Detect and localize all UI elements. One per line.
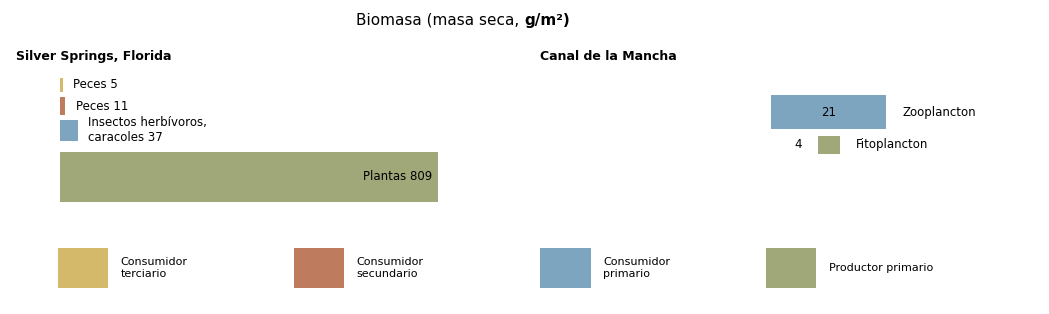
Text: 4: 4 bbox=[794, 138, 802, 151]
Text: Consumidor
secundario: Consumidor secundario bbox=[357, 257, 424, 279]
Bar bbox=[61, 78, 63, 92]
Text: Peces 5: Peces 5 bbox=[73, 78, 117, 91]
Bar bbox=[61, 97, 65, 115]
Text: Productor primario: Productor primario bbox=[829, 263, 933, 273]
Bar bbox=[818, 136, 839, 154]
Bar bbox=[58, 248, 108, 288]
Text: Peces 11: Peces 11 bbox=[76, 100, 128, 113]
Bar bbox=[61, 152, 438, 202]
Text: Insectos herbívoros,
caracoles 37: Insectos herbívoros, caracoles 37 bbox=[88, 116, 207, 144]
Text: 21: 21 bbox=[821, 106, 836, 119]
Bar bbox=[294, 248, 344, 288]
Text: Fitoplancton: Fitoplancton bbox=[855, 138, 927, 151]
Bar bbox=[771, 95, 886, 129]
Bar bbox=[61, 120, 78, 141]
Text: Silver Springs, Florida: Silver Springs, Florida bbox=[16, 50, 171, 63]
Text: Plantas 809: Plantas 809 bbox=[363, 170, 432, 183]
Text: Consumidor
terciario: Consumidor terciario bbox=[121, 257, 188, 279]
Text: Canal de la Mancha: Canal de la Mancha bbox=[540, 50, 677, 63]
Text: Biomasa (masa seca,: Biomasa (masa seca, bbox=[357, 13, 524, 28]
Text: g/m²): g/m²) bbox=[524, 13, 571, 28]
Bar bbox=[540, 248, 591, 288]
Bar bbox=[766, 248, 816, 288]
Text: Zooplancton: Zooplancton bbox=[902, 106, 976, 119]
Text: Consumidor
primario: Consumidor primario bbox=[603, 257, 670, 279]
